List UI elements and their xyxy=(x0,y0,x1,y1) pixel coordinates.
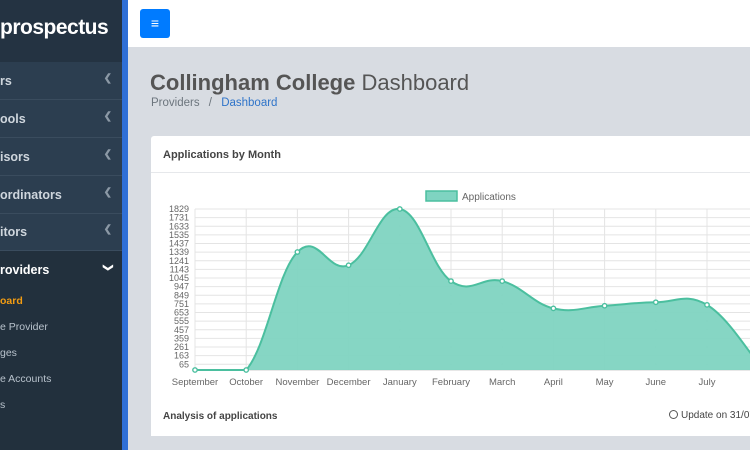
sidebar-item-2[interactable]: ools ❮ xyxy=(0,100,122,138)
sidebar-item-label: ordinators xyxy=(0,188,62,202)
x-tick-label: January xyxy=(383,377,417,388)
legend-swatch xyxy=(425,190,458,202)
data-point xyxy=(448,278,454,284)
sidebar-item-label: roviders xyxy=(0,263,50,277)
data-point xyxy=(499,278,506,284)
y-tick-label: 261 xyxy=(174,342,189,352)
x-tick-label: July xyxy=(699,377,716,388)
x-tick-label: June xyxy=(645,377,666,388)
card-footer-label: Analysis of applications xyxy=(163,411,278,422)
sidebar: prospectus rs ❮ ools ❮ isors ❮ ordinator… xyxy=(0,0,122,450)
page-title-rest: Dashboard xyxy=(361,70,470,95)
chevron-left-icon: ❮ xyxy=(103,187,112,198)
legend-label: Applications xyxy=(462,192,516,203)
y-tick-label: 457 xyxy=(174,325,189,335)
sidebar-item-1[interactable]: rs ❮ xyxy=(0,62,122,100)
sidebar-item-5[interactable]: itors ❮ xyxy=(0,213,122,251)
page-title: Collingham College Dashboard xyxy=(150,70,469,96)
submenu-item-provider[interactable]: e Provider xyxy=(0,321,48,333)
chevron-left-icon: ❮ xyxy=(103,73,112,84)
breadcrumb-dashboard[interactable]: Dashboard xyxy=(221,97,278,109)
data-point xyxy=(243,367,250,373)
data-point xyxy=(550,305,557,312)
y-tick-label: 1045 xyxy=(169,273,189,283)
x-tick-label: September xyxy=(172,377,218,388)
y-tick-label: 947 xyxy=(174,282,189,292)
y-tick-label: 1633 xyxy=(169,221,189,231)
submenu-item-ges[interactable]: ges xyxy=(0,347,17,359)
data-point xyxy=(652,299,659,306)
applications-card: Applications by Month 65 163 261 359 457 555 6… xyxy=(151,136,750,436)
x-tick-label: May xyxy=(596,377,614,388)
y-tick-label: 65 xyxy=(179,359,189,369)
providers-submenu: oard e Provider ges e Accounts s xyxy=(0,288,122,450)
chevron-down-icon: ❮ xyxy=(102,263,114,272)
breadcrumb-separator: / xyxy=(208,97,212,109)
menu-toggle-button[interactable]: ≡ xyxy=(140,9,170,38)
y-tick-label: 1535 xyxy=(169,230,189,240)
update-info: Update on 31/07 xyxy=(669,409,750,421)
y-tick-label: 1437 xyxy=(169,239,189,249)
x-tick-label: February xyxy=(432,377,470,388)
data-point xyxy=(345,262,352,269)
card-header: Applications by Month xyxy=(151,136,750,173)
chevron-left-icon: ❮ xyxy=(103,149,112,160)
data-point xyxy=(294,249,301,255)
chevron-left-icon: ❮ xyxy=(103,224,112,235)
hamburger-icon: ≡ xyxy=(150,15,160,31)
sidebar-item-label: itors xyxy=(0,225,28,239)
data-point xyxy=(396,206,403,212)
sidebar-item-3[interactable]: isors ❮ xyxy=(0,138,122,176)
card-title: Applications by Month xyxy=(163,149,281,161)
series-area-applications xyxy=(195,208,750,370)
sidebar-item-providers[interactable]: roviders ❮ xyxy=(0,251,122,289)
brand-logo[interactable]: prospectus xyxy=(0,0,122,62)
x-tick-label: November xyxy=(275,377,319,388)
sidebar-item-label: rs xyxy=(0,74,12,88)
y-tick-label: 1339 xyxy=(169,247,189,257)
y-tick-label: 1241 xyxy=(169,256,189,266)
page-title-bold: Collingham College xyxy=(150,70,356,95)
y-tick-label: 1143 xyxy=(170,264,189,274)
y-tick-label: 555 xyxy=(174,316,189,326)
submenu-item-accounts[interactable]: e Accounts xyxy=(0,373,52,385)
sidebar-item-4[interactable]: ordinators ❮ xyxy=(0,176,122,214)
x-tick-label: October xyxy=(229,377,263,388)
breadcrumb-providers[interactable]: Providers xyxy=(151,97,200,109)
data-point xyxy=(192,367,198,373)
y-tick-label: 1731 xyxy=(169,213,189,223)
x-tick-label: April xyxy=(544,377,563,388)
x-tick-label: March xyxy=(489,377,515,388)
breadcrumb: Providers / Dashboard xyxy=(151,97,277,109)
sidebar-item-label: isors xyxy=(0,150,30,164)
topbar: ≡ xyxy=(128,0,750,47)
y-tick-label: 359 xyxy=(174,333,189,343)
y-tick-label: 751 xyxy=(174,299,189,309)
chevron-left-icon: ❮ xyxy=(103,111,112,122)
update-text: Update on 31/07 xyxy=(681,410,750,421)
sidebar-edge xyxy=(122,0,128,450)
data-point xyxy=(704,301,710,308)
y-tick-label: 1829 xyxy=(169,204,189,214)
sidebar-item-label: ools xyxy=(0,112,26,126)
clock-icon xyxy=(669,410,678,419)
y-tick-label: 849 xyxy=(174,290,189,300)
y-tick-label: 653 xyxy=(174,308,189,318)
submenu-item-dashboard[interactable]: oard xyxy=(0,295,23,307)
y-tick-label: 163 xyxy=(174,351,189,361)
submenu-item-s[interactable]: s xyxy=(0,399,6,411)
x-tick-label: December xyxy=(327,377,371,388)
data-point xyxy=(601,302,608,309)
applications-chart: 6516326135945755565375184994710451143124… xyxy=(169,190,750,388)
